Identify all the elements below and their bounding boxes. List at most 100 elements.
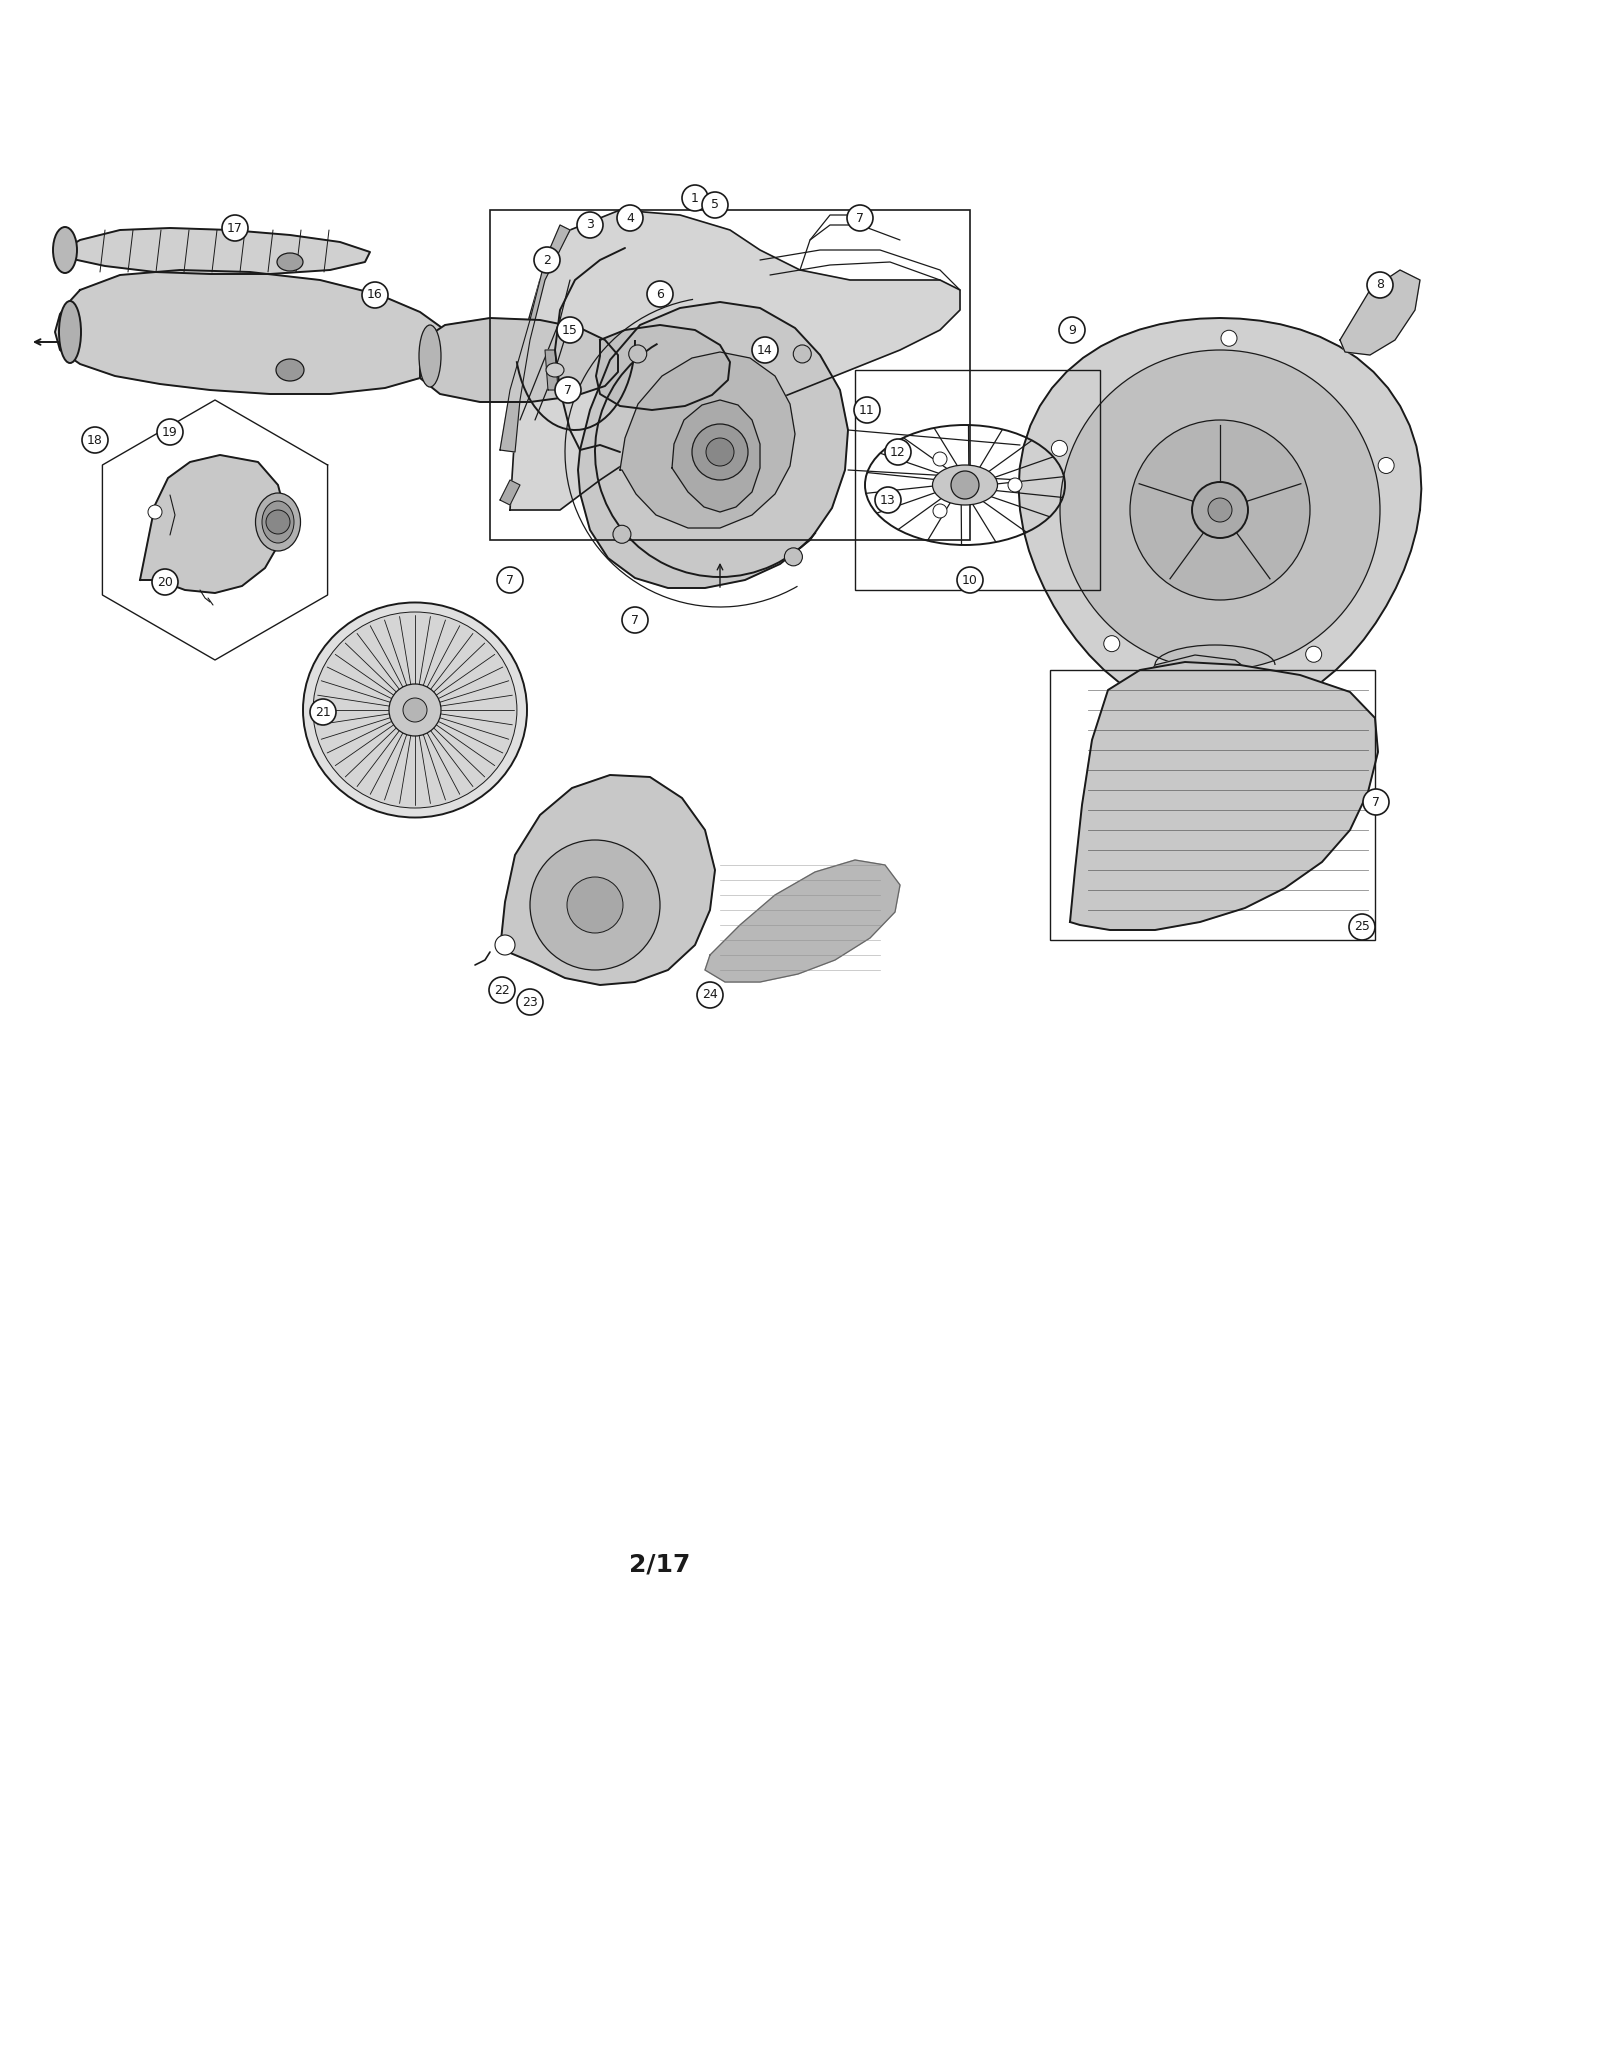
Text: 3: 3 xyxy=(586,219,594,232)
Polygon shape xyxy=(1341,269,1421,354)
Circle shape xyxy=(1349,915,1374,940)
Circle shape xyxy=(784,549,803,565)
Circle shape xyxy=(1306,646,1322,662)
Circle shape xyxy=(875,486,901,513)
Text: 2/17: 2/17 xyxy=(629,1552,691,1577)
Circle shape xyxy=(490,977,515,1004)
Circle shape xyxy=(1208,499,1232,522)
Circle shape xyxy=(557,317,582,344)
Ellipse shape xyxy=(546,362,563,377)
Circle shape xyxy=(403,698,427,722)
Text: 14: 14 xyxy=(757,344,773,356)
Circle shape xyxy=(147,505,162,520)
Bar xyxy=(490,209,970,540)
Circle shape xyxy=(622,607,648,633)
Circle shape xyxy=(152,569,178,594)
Ellipse shape xyxy=(59,300,82,362)
Circle shape xyxy=(578,211,603,238)
Circle shape xyxy=(1104,635,1120,652)
Text: 2: 2 xyxy=(542,253,550,267)
Polygon shape xyxy=(578,302,848,588)
Circle shape xyxy=(266,509,290,534)
Circle shape xyxy=(389,683,442,737)
Polygon shape xyxy=(1139,654,1254,714)
Bar xyxy=(854,371,1101,590)
Text: 6: 6 xyxy=(656,288,664,300)
Ellipse shape xyxy=(314,613,517,807)
Ellipse shape xyxy=(419,325,442,387)
Circle shape xyxy=(752,337,778,362)
Text: 7: 7 xyxy=(563,383,573,397)
Ellipse shape xyxy=(933,466,997,505)
Circle shape xyxy=(1221,331,1237,346)
Text: 16: 16 xyxy=(366,288,382,302)
Text: 24: 24 xyxy=(702,989,718,1002)
Text: 1: 1 xyxy=(691,193,699,205)
Circle shape xyxy=(706,439,734,466)
Circle shape xyxy=(498,567,523,592)
Circle shape xyxy=(555,377,581,404)
Text: 7: 7 xyxy=(1373,795,1379,809)
Text: 20: 20 xyxy=(157,575,173,588)
Circle shape xyxy=(530,840,661,971)
Circle shape xyxy=(517,989,542,1014)
Circle shape xyxy=(222,215,248,240)
Circle shape xyxy=(1130,420,1310,600)
Circle shape xyxy=(794,346,811,362)
Polygon shape xyxy=(1070,662,1378,929)
Circle shape xyxy=(1378,457,1394,474)
Text: 18: 18 xyxy=(86,433,102,447)
Circle shape xyxy=(646,282,674,306)
Circle shape xyxy=(698,981,723,1008)
Ellipse shape xyxy=(277,253,302,271)
Circle shape xyxy=(1363,789,1389,816)
Ellipse shape xyxy=(277,358,304,381)
Circle shape xyxy=(157,418,182,445)
Ellipse shape xyxy=(256,493,301,551)
Polygon shape xyxy=(706,859,899,981)
Circle shape xyxy=(1192,482,1248,538)
Text: 22: 22 xyxy=(494,983,510,996)
Ellipse shape xyxy=(53,228,77,273)
Bar xyxy=(1050,671,1374,940)
Circle shape xyxy=(846,205,874,232)
Circle shape xyxy=(629,346,646,362)
Ellipse shape xyxy=(302,602,526,818)
Text: 4: 4 xyxy=(626,211,634,224)
Polygon shape xyxy=(54,228,370,273)
Polygon shape xyxy=(419,319,618,402)
Circle shape xyxy=(618,205,643,232)
Polygon shape xyxy=(621,352,795,528)
Text: 19: 19 xyxy=(162,426,178,439)
Circle shape xyxy=(854,397,880,422)
Text: 9: 9 xyxy=(1069,323,1075,337)
Circle shape xyxy=(1366,271,1394,298)
Polygon shape xyxy=(672,400,760,511)
Text: 7: 7 xyxy=(506,573,514,586)
Polygon shape xyxy=(499,774,715,985)
Text: 8: 8 xyxy=(1376,279,1384,292)
Circle shape xyxy=(950,472,979,499)
Text: 12: 12 xyxy=(890,445,906,457)
Text: 23: 23 xyxy=(522,996,538,1008)
Polygon shape xyxy=(595,325,730,410)
Circle shape xyxy=(613,526,630,542)
Polygon shape xyxy=(546,350,558,389)
Circle shape xyxy=(1059,350,1379,671)
Text: 5: 5 xyxy=(710,199,718,211)
Polygon shape xyxy=(499,226,570,451)
Circle shape xyxy=(82,426,109,453)
Circle shape xyxy=(885,439,910,466)
Text: 13: 13 xyxy=(880,493,896,507)
Circle shape xyxy=(702,193,728,217)
Circle shape xyxy=(362,282,387,308)
Circle shape xyxy=(933,451,947,466)
Circle shape xyxy=(534,246,560,273)
Text: 21: 21 xyxy=(315,706,331,718)
Circle shape xyxy=(1059,317,1085,344)
Text: 25: 25 xyxy=(1354,921,1370,934)
Polygon shape xyxy=(499,480,520,505)
Circle shape xyxy=(682,184,707,211)
Text: 7: 7 xyxy=(630,613,638,627)
Text: 7: 7 xyxy=(856,211,864,224)
